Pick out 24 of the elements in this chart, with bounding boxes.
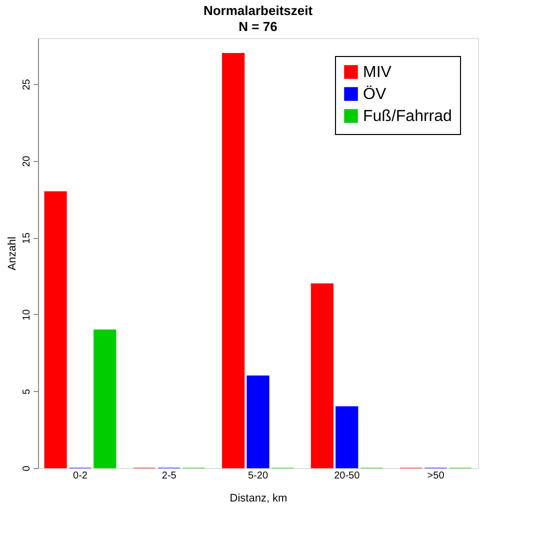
- bar: [222, 53, 245, 468]
- chart-title: Normalarbeitszeit: [203, 3, 314, 18]
- y-tick-label: 5: [22, 388, 32, 394]
- x-tick-label: 0-2: [72, 470, 88, 482]
- chart-subtitle: N = 76: [238, 19, 278, 34]
- x-tick-label: 2-5: [162, 470, 177, 482]
- y-tick-label: 10: [22, 308, 32, 320]
- bar: [94, 329, 116, 468]
- y-tick-label: 0: [22, 465, 32, 472]
- bar: [336, 406, 358, 468]
- bar: [246, 376, 270, 468]
- bar: [44, 191, 67, 468]
- y-tick-label: 25: [22, 78, 32, 90]
- x-tick-label: >50: [427, 470, 445, 482]
- x-tick-label: 20-50: [334, 470, 360, 482]
- x-tick-label: 5-20: [248, 470, 268, 482]
- legend-label: ÖV: [363, 85, 386, 103]
- bar: [310, 283, 334, 468]
- y-tick-label: 15: [22, 232, 32, 244]
- x-axis-title: Distanz, km: [230, 492, 288, 504]
- y-tick-label: 20: [22, 155, 32, 167]
- legend-label: MIV: [363, 64, 392, 81]
- legend-label: Fuß/Fahrrad: [363, 108, 452, 125]
- y-axis-title: Anzahl: [6, 236, 18, 270]
